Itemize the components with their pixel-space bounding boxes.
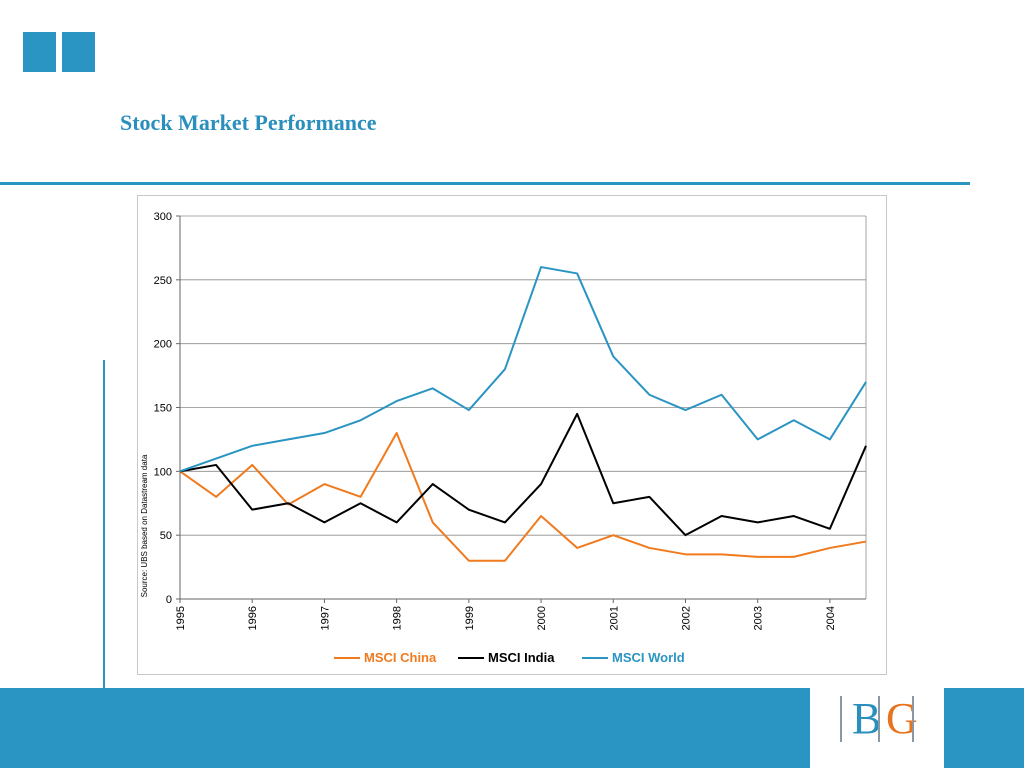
source-note: Source: UBS based on Datastream data — [140, 454, 149, 597]
logo-bar-middle — [878, 696, 880, 742]
y-tick-label: 150 — [154, 403, 172, 415]
header-square-right — [62, 32, 95, 72]
x-tick-label: 1997 — [319, 606, 331, 630]
y-tick-label: 250 — [154, 275, 172, 287]
line-chart: 0 50 100 150 200 250 300 1995 1996 1997 1998 1999 2… — [140, 211, 867, 665]
series-line-msci-china — [179, 432, 867, 562]
x-tick-label: 2000 — [536, 606, 548, 630]
x-tick-label: 2002 — [680, 606, 692, 630]
header-divider — [0, 182, 970, 185]
logo-bar-left — [840, 696, 842, 742]
axes — [176, 215, 867, 603]
y-tick-label: 0 — [166, 594, 172, 606]
legend-label: MSCI World — [612, 650, 685, 665]
x-tick-label: 1998 — [392, 606, 404, 630]
x-tick-label: 2001 — [608, 606, 620, 630]
slide-title: Stock Market Performance — [120, 110, 377, 135]
x-tick-label: 1999 — [464, 606, 476, 630]
logo-bar-right — [912, 696, 914, 742]
company-logo: B G — [810, 688, 944, 768]
x-tick-label: 2004 — [825, 606, 837, 630]
y-tick-label: 300 — [154, 211, 172, 223]
header-square-left — [23, 32, 56, 72]
x-tick-label: 2003 — [753, 606, 765, 630]
y-tick-label: 100 — [154, 466, 172, 478]
legend-label: MSCI India — [488, 650, 555, 665]
series-lines — [179, 266, 867, 562]
vertical-divider — [103, 360, 105, 768]
logo-letter-b: B — [852, 694, 882, 743]
chart-frame: 0 50 100 150 200 250 300 1995 1996 1997 1998 1999 2… — [137, 195, 887, 675]
x-tick-labels: 1995 1996 1997 1998 1999 2000 2001 2002 2003 2004 — [175, 606, 837, 630]
y-tick-label: 200 — [154, 339, 172, 351]
x-tick-label: 1996 — [247, 606, 259, 630]
x-tick-label: 1995 — [175, 606, 187, 630]
series-line-msci-india — [179, 412, 867, 537]
series-line-msci-world — [179, 266, 867, 473]
legend-label: MSCI China — [364, 650, 437, 665]
y-tick-label: 50 — [160, 530, 172, 542]
gridlines — [180, 215, 866, 600]
legend: MSCI China MSCI India MSCI World — [334, 650, 685, 665]
y-tick-labels: 0 50 100 150 200 250 300 — [154, 211, 172, 606]
